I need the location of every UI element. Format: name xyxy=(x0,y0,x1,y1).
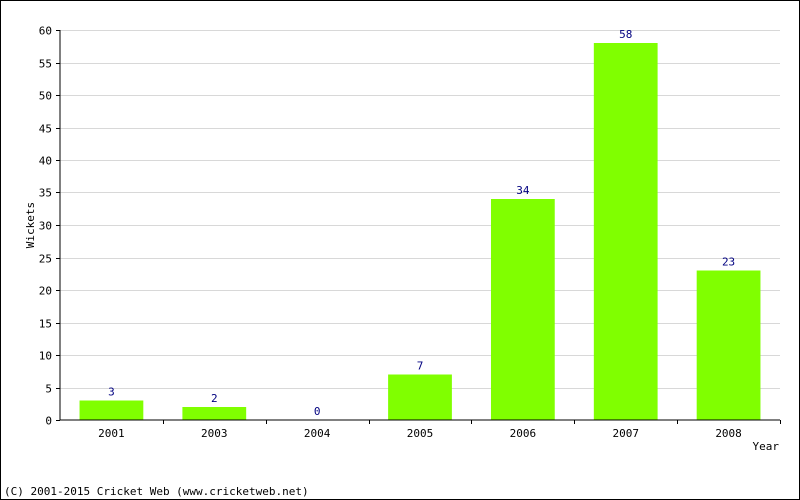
value-labels: 3 2 0 7 34 58 23 xyxy=(108,28,735,418)
y-axis-title: Wickets xyxy=(24,202,37,248)
bar-2005 xyxy=(388,374,452,420)
x-tick-label-2004: 2004 xyxy=(304,427,331,440)
value-label-2003: 2 xyxy=(211,392,218,405)
x-tick-label-2005: 2005 xyxy=(407,427,434,440)
y-tick-label: 30 xyxy=(39,220,52,233)
y-tick-label: 15 xyxy=(39,318,52,331)
y-tick-label: 45 xyxy=(39,123,52,136)
bar-2003 xyxy=(182,407,247,420)
copyright-text: (C) 2001-2015 Cricket Web (www.cricketwe… xyxy=(4,485,309,498)
grid-lines xyxy=(60,30,780,389)
y-tick-label: 10 xyxy=(39,350,52,363)
x-tick-label-2007: 2007 xyxy=(612,427,639,440)
bar-2001 xyxy=(79,400,144,420)
x-tick-label-2006: 2006 xyxy=(510,427,537,440)
y-tick-label: 5 xyxy=(45,383,52,396)
x-tick-label-2008: 2008 xyxy=(715,427,742,440)
x-tick-labels: 2001 2003 2004 2005 2006 2007 2008 xyxy=(98,427,742,440)
value-label-2006: 34 xyxy=(516,184,530,197)
y-tick-label: 35 xyxy=(39,187,52,200)
y-tick-label: 40 xyxy=(39,155,52,168)
value-label-2007: 58 xyxy=(619,28,632,41)
value-label-2005: 7 xyxy=(417,360,424,373)
y-tick-label: 0 xyxy=(45,415,52,428)
value-label-2004: 0 xyxy=(314,405,321,418)
y-tick-label: 60 xyxy=(39,25,52,38)
value-label-2001: 3 xyxy=(108,386,115,399)
axes xyxy=(56,30,781,424)
x-axis-title: Year xyxy=(753,440,780,453)
y-tick-labels: 0 5 10 15 20 25 30 35 40 45 50 55 60 xyxy=(39,25,52,428)
y-tick-label: 55 xyxy=(39,58,52,71)
bars xyxy=(79,43,761,420)
x-tick-label-2001: 2001 xyxy=(98,427,125,440)
value-label-2008: 23 xyxy=(722,256,735,269)
y-tick-label: 25 xyxy=(39,253,52,266)
x-tick-label-2003: 2003 xyxy=(201,427,228,440)
bar-2007 xyxy=(593,43,658,420)
bar-2008 xyxy=(696,270,761,420)
bar-2006 xyxy=(490,199,555,420)
y-tick-label: 50 xyxy=(39,90,52,103)
y-tick-label: 20 xyxy=(39,285,52,298)
